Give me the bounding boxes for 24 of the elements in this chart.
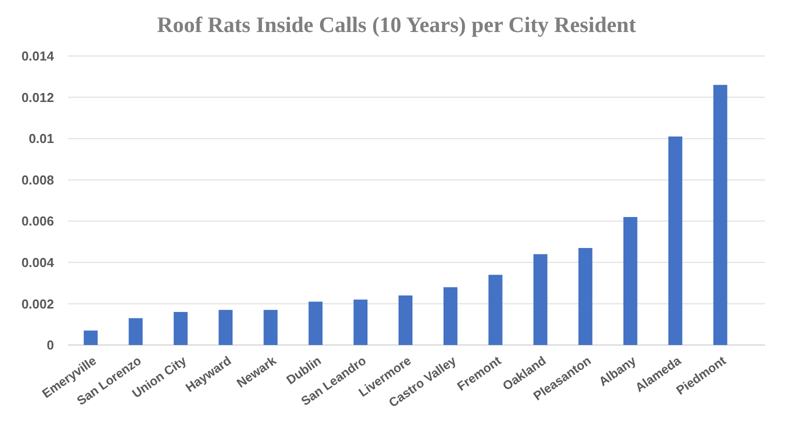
bar: [354, 300, 368, 345]
chart-title: Roof Rats Inside Calls (10 Years) per City Resident: [156, 12, 637, 37]
y-tick-label: 0.014: [21, 48, 55, 64]
bar: [623, 217, 638, 345]
bar: [264, 310, 278, 345]
y-tick-label: 0.006: [21, 214, 54, 229]
y-tick-label: 0.002: [21, 296, 54, 312]
bar: [308, 302, 323, 345]
bar: [533, 254, 548, 345]
y-tick-label: 0.004: [21, 254, 55, 270]
bar: [488, 274, 502, 345]
bar: [128, 318, 143, 345]
bar: [218, 310, 233, 345]
y-tick-label: 0.01: [28, 131, 54, 146]
y-tick-label: 0.012: [21, 90, 54, 105]
bar: [174, 312, 188, 345]
y-tick-label: 0: [46, 338, 54, 353]
bar: [84, 330, 98, 345]
y-tick-label: 0.008: [21, 172, 54, 188]
bar: [668, 136, 682, 345]
bar: [444, 287, 458, 345]
bar: [398, 295, 412, 345]
bar: [578, 248, 592, 345]
bar: [713, 84, 728, 345]
